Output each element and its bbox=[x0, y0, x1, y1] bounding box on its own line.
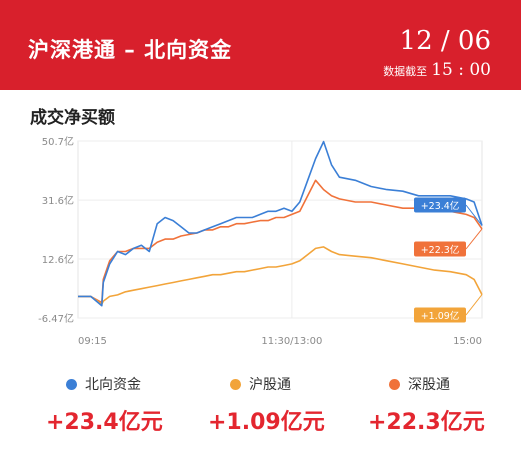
series-line-northbound bbox=[78, 140, 483, 307]
end-label-shanghai-leader bbox=[465, 294, 483, 316]
legend-dot-northbound bbox=[66, 378, 77, 390]
date-display: 12 / 06 bbox=[399, 26, 491, 56]
net-buy-chart: 50.7亿 31.6亿 12.6亿 -6.47亿 09:15 11:30/13:00 15:… bbox=[38, 135, 483, 347]
y-tick-label: -6.47亿 bbox=[38, 312, 74, 325]
legend-label-northbound: 北向资金 bbox=[85, 377, 141, 393]
x-tick-label: 15:00 bbox=[453, 336, 482, 347]
cutoff-label: 数据截至 bbox=[383, 65, 428, 78]
legend-dot-shenzhen bbox=[389, 378, 400, 390]
legend-shanghai: 沪股通 bbox=[230, 374, 291, 394]
total-northbound: +23.4亿元 bbox=[46, 410, 163, 435]
legend-dot-shanghai bbox=[230, 378, 241, 390]
page-title: 沪深港通 – 北向资金 bbox=[28, 38, 233, 62]
y-tick-label: 31.6亿 bbox=[42, 194, 74, 207]
legend-shenzhen: 深股通 bbox=[389, 374, 450, 394]
end-label-shanghai-box bbox=[414, 307, 466, 323]
end-label-northbound-box bbox=[414, 197, 466, 213]
legend-label-shanghai: 沪股通 bbox=[249, 377, 291, 393]
end-label-northbound-leader bbox=[465, 204, 483, 226]
x-tick-label: 09:15 bbox=[78, 336, 107, 347]
legend-northbound: 北向资金 bbox=[66, 374, 141, 394]
end-label-shenzhen-leader bbox=[465, 228, 483, 250]
plot-frame bbox=[77, 140, 483, 319]
total-shanghai: +1.09亿元 bbox=[208, 410, 325, 435]
end-label-shanghai: +1.09亿 bbox=[421, 310, 460, 322]
series-line-shanghai bbox=[78, 246, 483, 306]
data-cutoff: 数据截至 15 : 00 bbox=[383, 60, 491, 80]
x-tick-label: 11:30/13:00 bbox=[261, 336, 322, 347]
header-banner: 沪深港通 – 北向资金 12 / 06 数据截至 15 : 00 bbox=[0, 0, 521, 90]
cutoff-time: 15 : 00 bbox=[431, 60, 491, 80]
legend-label-shenzhen: 深股通 bbox=[408, 377, 450, 393]
end-label-shenzhen-box bbox=[414, 241, 466, 257]
section-title: 成交净买额 bbox=[30, 108, 115, 128]
end-label-shenzhen: +22.3亿 bbox=[421, 244, 460, 256]
total-shenzhen: +22.3亿元 bbox=[368, 410, 485, 435]
y-tick-label: 50.7亿 bbox=[42, 135, 74, 148]
end-label-northbound: +23.4亿 bbox=[421, 200, 460, 212]
y-tick-label: 12.6亿 bbox=[42, 253, 74, 266]
